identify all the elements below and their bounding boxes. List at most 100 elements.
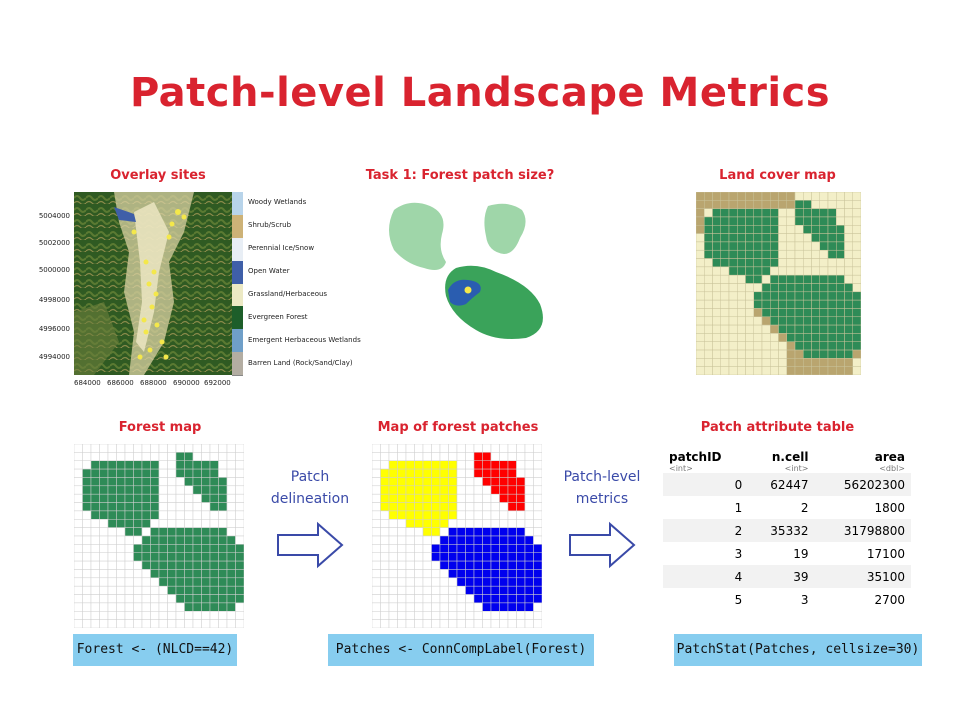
grid-cell — [473, 493, 483, 503]
arrow-label: delineation — [270, 491, 350, 507]
stat-code-box: PatchStat(Patches, cellsize=30) — [674, 634, 922, 666]
grid-cell — [431, 619, 441, 629]
grid-cell — [439, 560, 449, 570]
grid-cell — [704, 200, 713, 209]
grid-cell — [695, 266, 705, 276]
grid-cell — [201, 460, 211, 470]
grid-cell — [380, 544, 390, 553]
grid-cell — [226, 552, 236, 562]
grid-cell — [167, 477, 177, 487]
grid-cell — [770, 266, 779, 276]
grid-cell — [99, 602, 109, 612]
grid-cell — [141, 602, 151, 612]
grid-cell — [794, 274, 804, 284]
patches-code-box: Patches <- ConnCompLabel(Forest) — [328, 634, 594, 666]
grid-cell — [82, 477, 92, 487]
grid-cell — [778, 283, 787, 293]
grid-cell — [803, 341, 812, 351]
grid-cell — [133, 460, 143, 470]
forest-map-grid — [73, 443, 245, 629]
grid-cell — [803, 316, 812, 326]
grid-cell — [448, 502, 458, 512]
grid-cell — [695, 341, 705, 351]
grid-cell — [695, 283, 705, 293]
arrow-label: Patch-level — [563, 469, 641, 485]
grid-cell — [745, 291, 754, 301]
grid-cell — [99, 527, 109, 537]
grid-cell — [380, 452, 390, 461]
grid-cell — [753, 299, 763, 309]
grid-cell — [116, 460, 126, 470]
grid-cell — [167, 510, 177, 520]
grid-cell — [524, 443, 534, 453]
grid-cell — [124, 619, 134, 629]
grid-cell — [90, 519, 100, 528]
grid-cell — [184, 527, 194, 537]
grid-cell — [235, 510, 245, 520]
grid-cell — [712, 316, 721, 326]
grid-cell — [819, 283, 829, 293]
page-title: Patch-level Landscape Metrics — [129, 70, 831, 116]
grid-cell — [819, 299, 829, 309]
grid-cell — [819, 291, 829, 301]
grid-cell — [167, 443, 177, 453]
grid-cell — [811, 274, 820, 284]
grid-cell — [456, 443, 466, 453]
y-axis-ticks: 5004000 5002000 5000000 4998000 4996000 … — [28, 192, 72, 375]
grid-cell — [720, 191, 730, 201]
grid-cell — [448, 493, 458, 503]
grid-cell — [124, 535, 134, 545]
grid-cell — [490, 611, 500, 620]
grid-cell — [226, 468, 236, 478]
grid-cell — [99, 460, 109, 470]
grid-cell — [90, 560, 100, 570]
grid-cell — [124, 527, 134, 537]
grid-cell — [827, 333, 837, 342]
grid-cell — [720, 308, 730, 318]
grid-cell — [728, 324, 738, 334]
grid-cell — [397, 560, 407, 570]
grid-cell — [158, 477, 168, 487]
grid-cell — [192, 527, 202, 537]
grid-cell — [704, 225, 713, 234]
grid-cell — [388, 619, 398, 629]
legend-label: Woody Wetlands — [248, 198, 307, 207]
grid-cell — [533, 443, 543, 453]
grid-cell — [794, 299, 804, 309]
grid-cell — [456, 585, 466, 595]
grid-cell — [235, 519, 245, 528]
grid-cell — [778, 366, 787, 376]
grid-cell — [107, 510, 117, 520]
grid-cell — [456, 535, 466, 545]
grid-cell — [116, 560, 126, 570]
grid-cell — [499, 594, 509, 604]
grid-cell — [728, 299, 738, 309]
grid-cell — [158, 452, 168, 461]
grid-cell — [371, 552, 381, 562]
grid-cell — [533, 468, 543, 478]
grid-cell — [133, 560, 143, 570]
grid-cell — [141, 519, 151, 528]
grid-cell — [226, 519, 236, 528]
grid-cell — [192, 619, 202, 629]
grid-cell — [770, 241, 779, 251]
grid-cell — [133, 611, 143, 620]
grid-cell — [819, 358, 829, 367]
grid-cell — [803, 366, 812, 376]
grid-cell — [761, 249, 771, 259]
grid-cell — [150, 519, 160, 528]
grid-cell — [499, 519, 509, 528]
grid-cell — [175, 619, 185, 629]
grid-cell — [158, 594, 168, 604]
grid-cell — [82, 452, 92, 461]
grid-cell — [720, 283, 730, 293]
grid-cell — [380, 502, 390, 512]
grid-cell — [695, 208, 705, 218]
task-title: Task 1: Forest patch size? — [365, 168, 555, 183]
grid-cell — [414, 611, 424, 620]
grid-cell — [778, 200, 787, 209]
grid-cell — [786, 341, 796, 351]
grid-cell — [405, 611, 415, 620]
grid-cell — [507, 619, 517, 629]
grid-cell — [827, 341, 837, 351]
